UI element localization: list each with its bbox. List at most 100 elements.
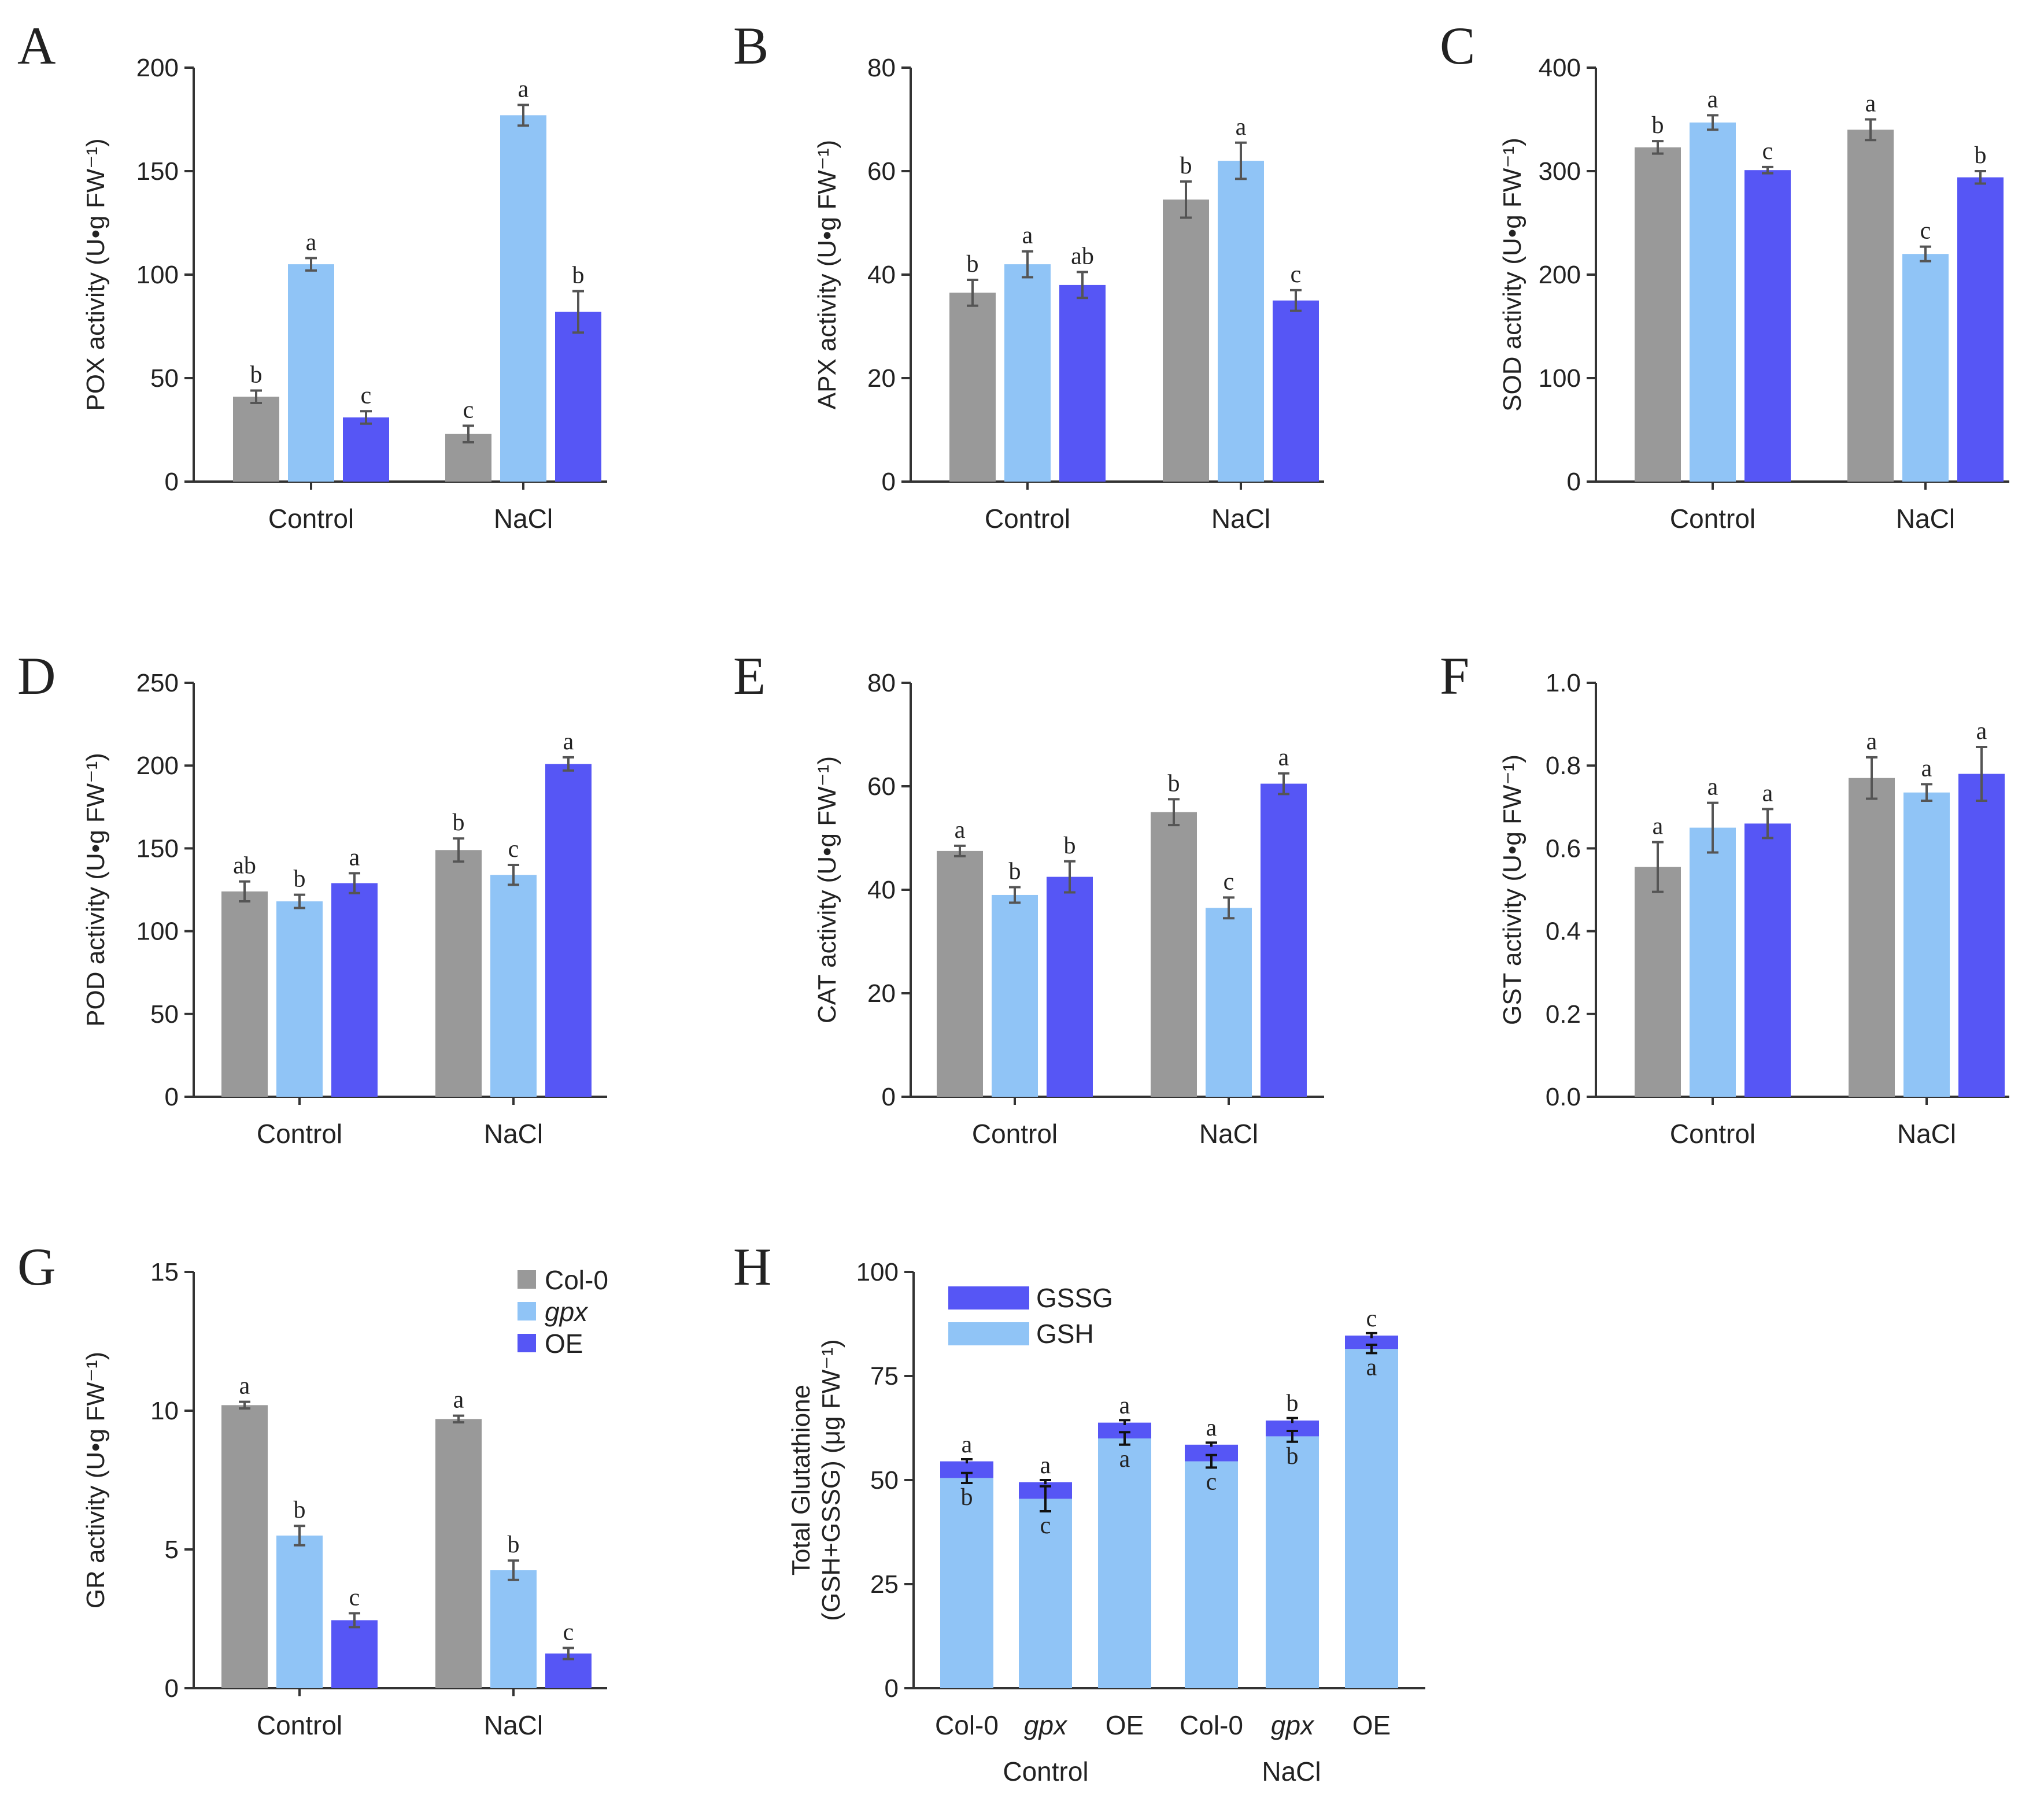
panel-H: H 0 25 50 75 100 Total Glutathione (GSH+GSSG) (… [733, 1237, 1425, 1786]
y-tick-label: 20 [867, 364, 896, 393]
x-category-label: Control [985, 504, 1070, 534]
y-axis-label: (GSH+GSSG) (μg FW⁻¹) [817, 1339, 845, 1621]
x-group-label: NaCl [1262, 1756, 1321, 1786]
significance-letter: ab [233, 853, 256, 879]
y-tick-label: 200 [136, 54, 179, 82]
y-axis-label: GR activity (U•g FW⁻¹) [82, 1352, 110, 1608]
significance-letter: b [1975, 142, 1987, 169]
significance-letter: c [508, 836, 519, 863]
y-tick-label: 250 [136, 669, 179, 697]
significance-letter: c [1224, 868, 1234, 895]
bar-gpx [500, 115, 546, 482]
significance-letter-gssg: b [1287, 1390, 1299, 1417]
bar-col-0 [221, 1405, 268, 1688]
panel-C: C 0 100 200 300 400 SOD activity (U•g FW⁻¹) Con… [1440, 16, 2009, 534]
x-category-label: Col-0 [1180, 1710, 1243, 1740]
legend-swatch-oe [518, 1334, 536, 1352]
x-category-label: OE [1106, 1710, 1144, 1740]
x-category-label: NaCl [484, 1710, 543, 1740]
significance-letter: c [463, 397, 474, 423]
panel-letter: E [733, 646, 766, 705]
significance-letter: b [1064, 833, 1076, 859]
bar-col-0 [1151, 812, 1197, 1097]
bar-gpx [1218, 161, 1264, 482]
legend-swatch-gsh [948, 1322, 1029, 1345]
y-axis-label: CAT activity (U•g FW⁻¹) [813, 756, 841, 1023]
y-tick-label: 0.4 [1546, 918, 1581, 946]
y-tick-label: 60 [867, 772, 896, 801]
legend-label: GSSG [1036, 1283, 1113, 1313]
significance-letter: a [349, 844, 360, 871]
y-tick-label: 100 [1539, 364, 1581, 393]
x-category-label: NaCl [484, 1119, 543, 1149]
bar-gpx [288, 264, 334, 482]
bar-oe [1059, 284, 1106, 482]
bar-gpx [1902, 254, 1949, 482]
y-tick-label: 0.8 [1546, 752, 1581, 780]
significance-letter: c [1291, 261, 1302, 288]
bar-col-0 [1849, 778, 1895, 1097]
y-axis-label: SOD activity (U•g FW⁻¹) [1498, 138, 1526, 412]
y-tick-label: 300 [1539, 157, 1581, 186]
significance-letter: a [1865, 91, 1876, 117]
legend-swatch-gssg [948, 1286, 1029, 1310]
y-axis-label: Total Glutathione [787, 1385, 815, 1575]
y-tick-label: 25 [870, 1570, 899, 1599]
y-tick-label: 50 [150, 1000, 179, 1029]
significance-letter: a [1278, 745, 1289, 771]
significance-letter: c [1762, 138, 1773, 165]
bar-gpx [490, 875, 537, 1097]
significance-letter: b [1168, 770, 1180, 797]
bar-col-0 [1635, 867, 1681, 1097]
y-tick-label: 0.6 [1546, 834, 1581, 863]
y-tick-label: 50 [150, 364, 179, 393]
bar-col-0 [1635, 147, 1681, 482]
bar-gpx [490, 1570, 537, 1688]
significance-letter: a [1022, 223, 1033, 249]
panel-G: G 0 5 10 15 GR activity (U•g FW⁻¹) Control NaCl… [17, 1237, 607, 1740]
y-tick-label: 20 [867, 979, 896, 1008]
significance-letter-gsh: b [961, 1484, 973, 1511]
panel-F: F 0.0 0.2 0.4 0.6 0.8 1.0 GST activity (U•g FW⁻… [1440, 646, 2009, 1149]
significance-letter: a [563, 728, 574, 755]
panel-letter: B [733, 16, 768, 75]
panel-letter: A [17, 16, 56, 75]
y-tick-label: 0 [165, 1674, 179, 1703]
bar-col-0 [233, 397, 279, 482]
significance-letter-gsh: a [1119, 1446, 1130, 1473]
bar-gsh [940, 1478, 993, 1688]
y-tick-label: 0.0 [1546, 1083, 1581, 1111]
x-category-label: NaCl [1896, 504, 1955, 534]
y-axis-label: APX activity (U•g FW⁻¹) [813, 140, 841, 409]
y-tick-label: 80 [867, 669, 896, 697]
significance-letter: c [349, 1584, 360, 1611]
significance-letter: a [518, 76, 529, 102]
significance-letter-gssg: a [1206, 1415, 1217, 1441]
bar-oe [1744, 823, 1791, 1097]
panel-letter: G [17, 1237, 56, 1296]
significance-letter-gsh: b [1287, 1443, 1299, 1470]
bar-col-0 [937, 850, 983, 1097]
bar-gpx [1206, 908, 1252, 1097]
x-category-label: Control [257, 1710, 342, 1740]
bar-gpx [1004, 264, 1051, 482]
legend-label: OE [545, 1329, 583, 1359]
x-category-label: Control [268, 504, 354, 534]
y-tick-label: 0 [885, 1674, 899, 1703]
y-tick-label: 400 [1539, 54, 1581, 82]
significance-letter-gsh: c [1206, 1469, 1217, 1495]
y-tick-label: 75 [870, 1362, 899, 1390]
significance-letter: b [1180, 153, 1192, 179]
panel-D: D 0 50 100 150 200 250 POD activity (U•g FW⁻¹) C… [17, 646, 607, 1149]
panel-E: E 0 20 40 60 80 CAT activity (U•g FW⁻¹) Control… [733, 646, 1324, 1149]
significance-letter: a [239, 1373, 250, 1400]
significance-letter: a [453, 1387, 464, 1414]
y-tick-label: 200 [1539, 261, 1581, 289]
panel-letter: C [1440, 16, 1475, 75]
legend-h: GSSG GSH [948, 1283, 1113, 1349]
x-category-label: gpx [1271, 1710, 1315, 1740]
y-tick-label: 0 [165, 1083, 179, 1111]
y-tick-label: 0.2 [1546, 1000, 1581, 1029]
y-tick-label: 200 [136, 752, 179, 780]
significance-letter: a [306, 229, 317, 256]
